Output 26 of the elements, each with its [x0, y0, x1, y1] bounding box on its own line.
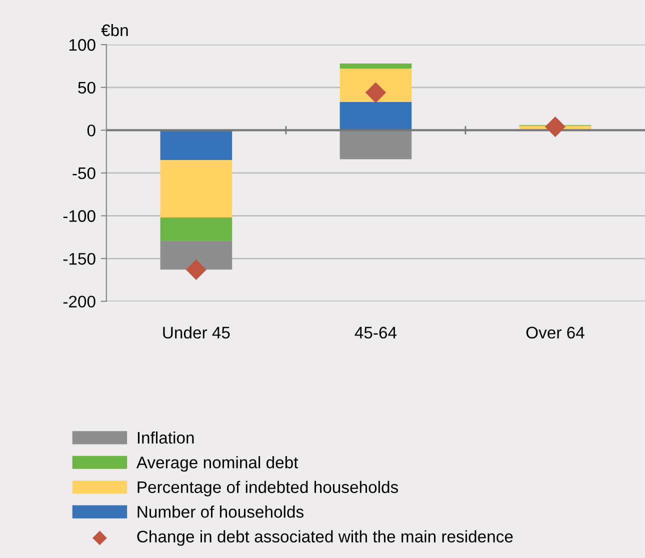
y-tick-label: -50 — [72, 167, 96, 180]
point — [544, 116, 566, 138]
point — [186, 259, 206, 280]
y-tick-label: -200 — [63, 296, 96, 308]
y-tick-label: 0 — [87, 124, 96, 136]
legend-label: Percentage of indebted households — [138, 480, 398, 496]
bar — [160, 240, 232, 270]
y-tick-label: -100 — [63, 210, 96, 222]
bar — [340, 102, 412, 130]
legend-label: Number of households — [138, 506, 304, 518]
bar — [340, 130, 412, 160]
bar — [160, 130, 232, 160]
x-tick-label: Over 64 — [526, 326, 584, 339]
bar — [340, 68, 412, 102]
legend-label: Change in debt associated with the main residence — [137, 530, 513, 546]
bar — [340, 63, 412, 69]
y-tick-label: -150 — [63, 252, 96, 265]
bar — [160, 217, 232, 241]
x-tick-label: Under 45 — [163, 326, 230, 339]
y-tick-label: 100 — [69, 39, 96, 51]
legend-label: Inflation — [138, 431, 194, 444]
x-tick-label: 45-64 — [354, 326, 397, 339]
y-tick-label: 50 — [78, 82, 96, 94]
y-axis-title: €bn — [101, 24, 128, 36]
legend-label: Average nominal debt — [136, 456, 298, 472]
bar — [160, 160, 232, 218]
